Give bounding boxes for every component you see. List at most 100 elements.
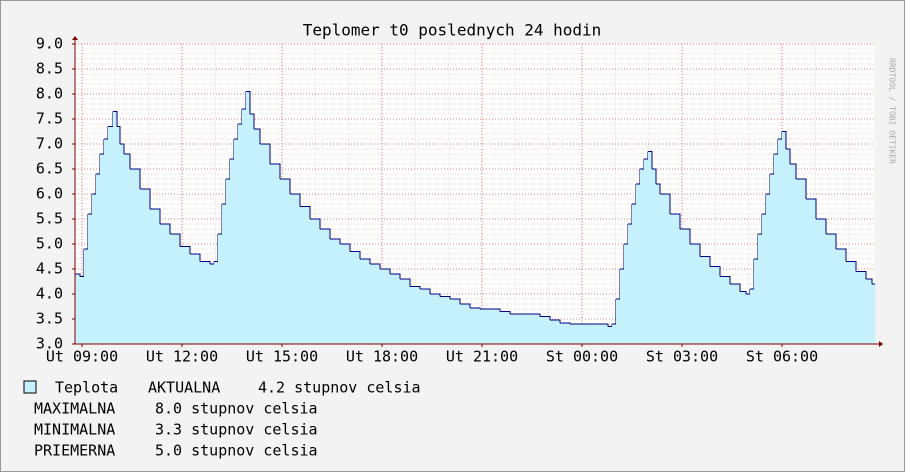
area-step	[608, 326, 613, 344]
line-step	[300, 206, 311, 219]
axes: 3.0 3.5 4.0 4.5 5.0 5.5 6.0 6.5 7.0 7.5 8.0 8.5 9.0 U…	[36, 35, 883, 366]
y-tick-label: 7.5	[36, 110, 63, 128]
line-step	[160, 223, 171, 234]
area-step	[766, 194, 771, 344]
area-step	[350, 251, 361, 344]
x-tick-label: Ut 18:00	[346, 348, 418, 366]
line-step	[796, 178, 807, 199]
area-step	[140, 189, 151, 344]
area-step	[104, 139, 109, 344]
line-step	[113, 111, 118, 127]
area-step	[620, 269, 625, 344]
line-step	[720, 276, 731, 284]
line-step	[680, 228, 691, 244]
area-step	[550, 320, 561, 344]
stat-value: 5.0 stupnov celsia	[155, 442, 318, 460]
area-step	[450, 299, 461, 344]
line-step	[866, 278, 873, 284]
line-step	[656, 183, 661, 194]
line-step	[120, 143, 125, 154]
area-step	[590, 324, 601, 344]
area-step	[560, 323, 571, 344]
area-step	[530, 314, 541, 344]
area-step	[120, 144, 125, 344]
area-step	[230, 159, 235, 344]
y-tick-label: 8.5	[36, 60, 63, 78]
line-step	[130, 168, 141, 189]
line-step	[117, 126, 121, 144]
line-step	[430, 293, 441, 297]
area-step	[690, 244, 701, 344]
area-step	[480, 309, 491, 344]
line-step	[816, 218, 827, 234]
line-step	[280, 178, 291, 194]
y-tick-label: 5.5	[36, 210, 63, 228]
watermark: RRDTOOL / TOBI OETIKER	[888, 58, 897, 164]
x-tick-label: Ut 21:00	[446, 348, 518, 366]
area-step	[80, 276, 85, 344]
area-step	[790, 164, 797, 344]
area-step	[628, 224, 633, 344]
line-step	[660, 193, 671, 214]
line-step	[200, 261, 211, 264]
area-step	[238, 124, 243, 344]
area-step	[782, 131, 787, 344]
stat-label: MINIMALNA	[34, 421, 115, 439]
area-step	[310, 219, 321, 344]
area-step	[648, 151, 653, 344]
x-tick-label: St 03:00	[646, 348, 718, 366]
line-step	[500, 311, 511, 314]
line-step	[846, 261, 857, 272]
line-step	[652, 168, 657, 184]
y-tick-label: 3.5	[36, 310, 63, 328]
area-step	[420, 289, 431, 344]
area-step	[758, 234, 763, 344]
area-step	[370, 264, 381, 344]
line-step	[75, 273, 81, 277]
area-step	[226, 179, 231, 344]
area-step	[130, 169, 141, 344]
line-step	[540, 316, 551, 320]
legend-swatch	[23, 380, 37, 394]
area-step	[117, 126, 121, 344]
area-step	[250, 114, 255, 344]
area-step	[246, 91, 251, 344]
line-step	[270, 163, 281, 179]
line-step	[790, 163, 797, 179]
line-step	[140, 188, 151, 209]
area-step	[644, 159, 649, 344]
stat-value: 8.0 stupnov celsia	[155, 400, 318, 418]
y-tick-label: 7.0	[36, 135, 63, 153]
chart-title: Teplomer t0 poslednych 24 hodin	[303, 21, 602, 40]
area-step	[796, 179, 807, 344]
y-arrow	[72, 36, 78, 40]
area-step	[150, 209, 161, 344]
line-step	[380, 268, 391, 274]
area-step	[806, 199, 817, 344]
area-step	[254, 129, 261, 344]
area-step	[280, 179, 291, 344]
area-step	[113, 111, 118, 344]
line-step	[250, 113, 255, 129]
line-step	[410, 286, 421, 289]
area-step	[190, 254, 201, 344]
line-step	[700, 256, 711, 267]
line-step	[400, 278, 411, 287]
area-step	[580, 324, 591, 344]
area-step	[612, 324, 617, 344]
area-step	[210, 264, 215, 344]
area-step	[856, 271, 867, 344]
area-step	[826, 234, 837, 344]
area-step	[520, 314, 531, 344]
area-step	[746, 294, 751, 344]
area-step	[730, 284, 741, 344]
x-tick-label: St 00:00	[546, 348, 618, 366]
legend-label: AKTUALNA	[148, 379, 220, 397]
area-step	[96, 174, 101, 344]
line-step	[670, 213, 681, 229]
area-step	[616, 299, 621, 344]
area-step	[540, 316, 551, 344]
area-step	[700, 256, 711, 344]
line-step	[320, 228, 331, 239]
